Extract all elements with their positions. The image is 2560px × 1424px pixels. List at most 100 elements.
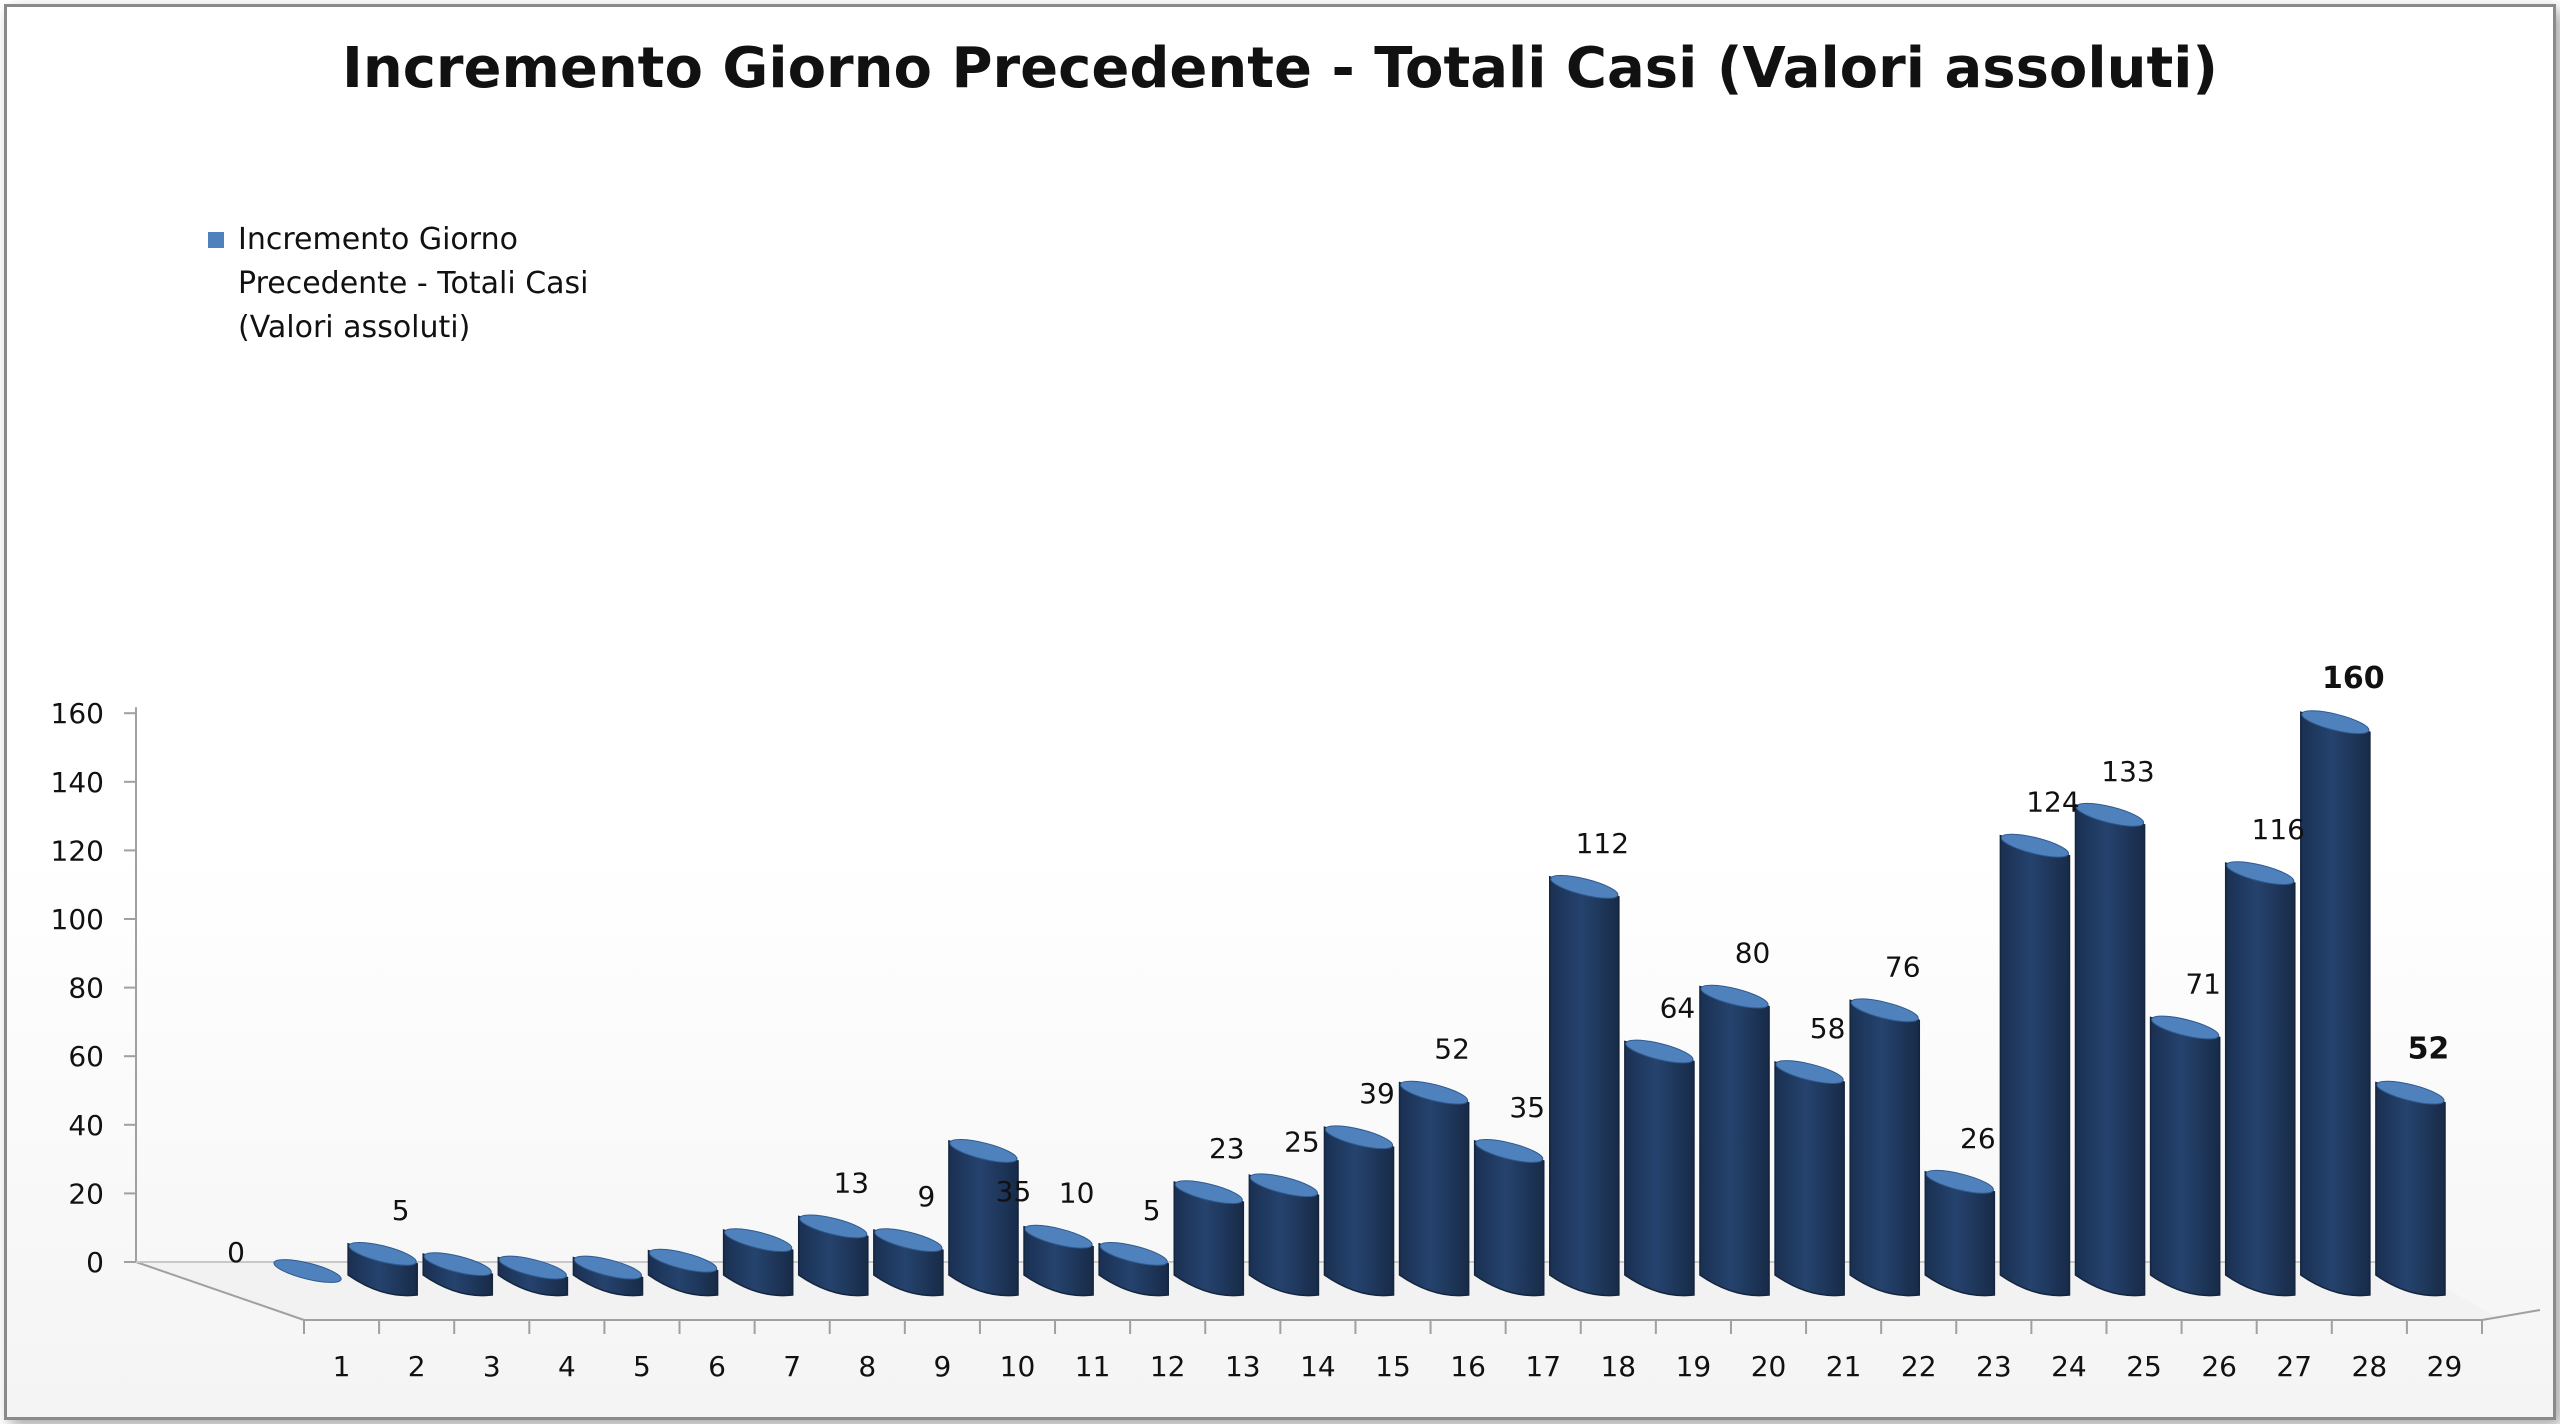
floor-right-edge (2481, 1309, 2541, 1321)
bar-cap (1024, 1224, 1093, 1249)
x-tick-label: 17 (1525, 1350, 1561, 1383)
bar-cap (1174, 1180, 1243, 1205)
legend-label: Incremento Giorno Precedente - Totali Ca… (238, 222, 589, 345)
data-label: 76 (1885, 950, 1921, 983)
bar-body (1473, 1139, 1545, 1297)
data-label: 5 (392, 1194, 410, 1227)
bar-cap (1099, 1241, 1168, 1266)
bar-cap (2301, 710, 2370, 735)
y-tick-label: 0 (86, 1246, 104, 1279)
bar-body (1248, 1174, 1320, 1297)
bar (2149, 1015, 2221, 1297)
x-tick-label: 28 (2352, 1350, 2388, 1383)
bar (1398, 1080, 1470, 1297)
bar-cap (573, 1255, 643, 1280)
x-tick-label: 26 (2201, 1350, 2237, 1383)
data-label: 23 (1209, 1132, 1245, 1165)
bar-cap (1400, 1080, 1469, 1105)
data-label: 13 (833, 1166, 869, 1199)
x-tick-label: 25 (2126, 1350, 2162, 1383)
bar-cap (1550, 874, 1619, 899)
bar-body (1999, 834, 2071, 1297)
bar (1774, 1060, 1845, 1297)
x-tick-label: 5 (633, 1350, 651, 1383)
y-tick-label: 80 (68, 972, 104, 1005)
bar (1924, 1169, 1996, 1297)
bar (1248, 1173, 1320, 1297)
data-label: 10 (1059, 1177, 1095, 1210)
bar (647, 1248, 719, 1297)
bar-cap (1700, 984, 1769, 1009)
data-label: 160 (2322, 661, 2385, 696)
y-tick-label: 20 (68, 1177, 104, 1210)
bar (1549, 874, 1620, 1297)
bar-body (1849, 999, 1921, 1297)
x-tick-label: 10 (1000, 1350, 1036, 1383)
data-label: 124 (2026, 786, 2079, 819)
data-label: 71 (2185, 967, 2221, 1000)
bar-cap (1775, 1060, 1844, 1084)
bar (797, 1214, 869, 1297)
bar-cap (799, 1214, 868, 1239)
bar-body (1924, 1170, 1996, 1297)
x-tick-label: 11 (1075, 1350, 1111, 1383)
bar-body (2149, 1016, 2221, 1297)
bar-cap (2000, 833, 2070, 858)
bar-cap (1925, 1169, 1994, 1194)
bar-cap (2376, 1080, 2445, 1105)
floor-side-edge (135, 1261, 305, 1321)
data-label: 64 (1660, 991, 1696, 1024)
data-label: 80 (1735, 937, 1771, 970)
x-tick-label: 13 (1225, 1350, 1261, 1383)
data-label: 9 (917, 1180, 935, 1213)
bar-cap (1625, 1039, 1694, 1064)
bar (1699, 984, 1770, 1297)
bar (497, 1255, 569, 1297)
bar-body (1699, 985, 1770, 1297)
bar-cap (949, 1139, 1018, 1163)
bar (2224, 861, 2296, 1297)
bar-body (2375, 1081, 2446, 1297)
x-tick-label: 29 (2427, 1350, 2463, 1383)
bar-cap (1249, 1173, 1318, 1198)
bar-cap (498, 1255, 567, 1280)
x-tick-label: 15 (1375, 1350, 1411, 1383)
data-label: 112 (1576, 827, 1629, 860)
data-label: 0 (227, 1236, 245, 1269)
bar (2074, 802, 2146, 1297)
data-label: 25 (1284, 1125, 1320, 1158)
bar-cap (2075, 802, 2145, 827)
bar (1849, 998, 1921, 1297)
bar-cap (1324, 1125, 1394, 1150)
bar-body (1173, 1181, 1245, 1297)
bar (273, 1259, 342, 1283)
bar-cap (423, 1252, 492, 1277)
bar-cap (348, 1241, 417, 1266)
x-tick-label: 9 (933, 1350, 951, 1383)
bar (422, 1252, 494, 1297)
bar (572, 1255, 644, 1297)
bar-body (1398, 1081, 1470, 1297)
data-label: 116 (2252, 813, 2305, 846)
bar-cap (2226, 861, 2295, 886)
bar (1023, 1224, 1094, 1297)
x-tick-label: 20 (1751, 1350, 1787, 1383)
x-tick-label: 7 (783, 1350, 801, 1383)
x-tick-label: 27 (2276, 1350, 2312, 1383)
data-label: 5 (1143, 1194, 1161, 1227)
x-tick-label: 18 (1600, 1350, 1636, 1383)
bar-body (1549, 875, 1620, 1297)
x-tick-label: 21 (1826, 1350, 1862, 1383)
bar-body (1323, 1126, 1395, 1297)
bar-body (948, 1139, 1019, 1297)
bar (2375, 1080, 2446, 1297)
bar-cap (273, 1259, 342, 1283)
x-tick-label: 22 (1901, 1350, 1937, 1383)
x-tick-label: 4 (558, 1350, 576, 1383)
bar (1624, 1039, 1695, 1297)
bar-cap (2151, 1015, 2220, 1040)
x-tick-label: 16 (1450, 1350, 1486, 1383)
bar-cap (1850, 998, 1919, 1023)
y-tick-label: 100 (51, 903, 104, 936)
bar-body (2300, 711, 2371, 1297)
